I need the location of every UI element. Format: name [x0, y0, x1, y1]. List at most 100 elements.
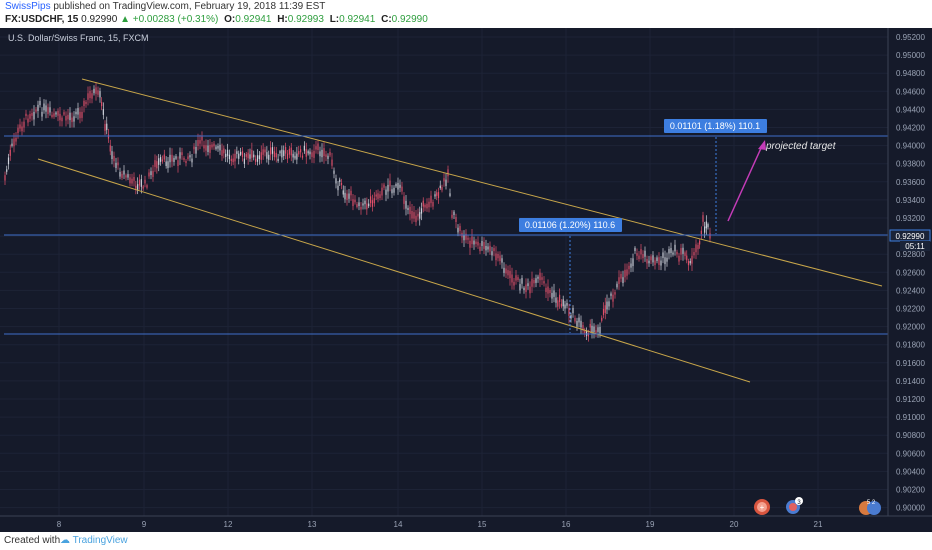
candle-body — [171, 154, 173, 162]
candle-body — [138, 179, 141, 186]
candle-body — [264, 149, 266, 153]
candle-body — [169, 154, 171, 163]
candle-body — [268, 154, 270, 160]
candle-body — [582, 325, 584, 331]
candle-body — [79, 111, 81, 119]
candle-body — [602, 308, 605, 315]
candle-body — [73, 116, 75, 122]
candle-body — [270, 147, 272, 155]
candle-body — [81, 111, 83, 118]
candle-body — [638, 255, 640, 260]
candle-body — [279, 151, 281, 154]
candle-body — [109, 145, 111, 152]
candle-body — [366, 203, 368, 210]
event-badge-2[interactable]: 3 — [786, 497, 803, 514]
candle-body — [584, 330, 586, 334]
channel-lower-line[interactable] — [37, 158, 751, 383]
candle-body — [422, 200, 424, 207]
channel-upper-line[interactable] — [81, 78, 883, 287]
candle-body — [559, 294, 561, 302]
candle-body — [436, 192, 438, 196]
high-value: 0.92993 — [287, 14, 324, 25]
candle-body — [533, 280, 535, 284]
candle-body — [539, 272, 541, 281]
time-axis[interactable] — [0, 516, 888, 532]
measure-label-2[interactable]: 0.01101 (1.18%) 110.1 — [664, 119, 767, 133]
candle-body — [335, 178, 337, 184]
candle-body — [610, 293, 612, 296]
candle-body — [313, 150, 315, 158]
candle-body — [93, 88, 95, 94]
candle-body — [666, 257, 668, 262]
candle-body — [294, 155, 296, 159]
publish-text: published on TradingView.com, February 1… — [50, 1, 326, 12]
chart-pane[interactable]: U.S. Dollar/Swiss Franc, 15, FXCM 0.0110… — [0, 28, 932, 532]
candle-body — [360, 206, 362, 210]
author-link[interactable]: SwissPips — [5, 1, 51, 12]
annotation-projected-target[interactable]: projected target — [765, 141, 837, 152]
price-tick-label: 0.90400 — [896, 467, 925, 476]
candle-body — [260, 152, 262, 160]
candle-body — [589, 323, 591, 328]
candle-body — [595, 330, 597, 334]
event-badge-1[interactable]: + — [754, 499, 770, 515]
event-badge-3[interactable]: 5 2 — [859, 500, 881, 515]
price-axis[interactable] — [888, 28, 932, 516]
candle-body — [211, 144, 213, 148]
chart-canvas[interactable]: 0.01106 (1.20%) 110.6 0.01101 (1.18%) 11… — [0, 28, 932, 532]
candle-body — [457, 227, 459, 233]
candle-body — [377, 193, 379, 199]
price-tick-label: 0.92200 — [896, 305, 925, 314]
candle-body — [541, 277, 543, 280]
candle-body — [636, 253, 638, 256]
candle-body — [307, 151, 309, 154]
price-tick-label: 0.94200 — [896, 124, 925, 133]
price-tick-label: 0.90200 — [896, 486, 925, 495]
candle-body — [51, 114, 53, 118]
candle-body — [285, 147, 287, 154]
candle-body — [67, 114, 69, 120]
candle-body — [471, 236, 473, 245]
price-tick-label: 0.92600 — [896, 268, 925, 277]
price-tick-label: 0.94600 — [896, 87, 925, 96]
candle-body — [193, 146, 195, 150]
candle-body — [580, 320, 582, 328]
candle-body — [491, 251, 493, 256]
candle-body — [301, 155, 304, 158]
candle-body — [87, 93, 89, 100]
candle-body — [209, 144, 211, 153]
candle-body — [57, 110, 59, 116]
candle-body — [230, 158, 232, 161]
measure-label-1[interactable]: 0.01106 (1.20%) 110.6 — [519, 218, 622, 232]
cloud-icon: ☁ — [60, 535, 73, 546]
candle-body — [560, 303, 562, 307]
candle-body — [599, 326, 601, 334]
candle-body — [375, 194, 377, 197]
price-tick-label: 0.93800 — [896, 160, 925, 169]
candle-body — [121, 173, 123, 178]
candle-body — [601, 317, 603, 321]
candle-body — [568, 308, 570, 316]
candle-body — [6, 169, 8, 172]
footer: Created with ☁ TradingView — [0, 532, 932, 550]
candle-body — [217, 145, 219, 149]
price-tick-label: 0.93200 — [896, 214, 925, 223]
candle-body — [41, 111, 43, 117]
candle-body — [604, 305, 606, 313]
projection-arrow[interactable] — [727, 145, 763, 222]
candle-body — [513, 281, 515, 286]
candle-body — [387, 184, 389, 192]
candle-body — [331, 159, 333, 166]
candle-body — [275, 152, 277, 158]
candle-body — [247, 152, 249, 159]
candle-body — [684, 252, 686, 257]
candle-body — [381, 187, 383, 196]
tradingview-logo[interactable]: ☁ TradingView — [60, 535, 128, 546]
candle-body — [89, 91, 91, 99]
candle-body — [63, 112, 65, 115]
candle-body — [69, 112, 71, 121]
candle-body — [702, 215, 704, 222]
candle-body — [296, 153, 298, 160]
candle-body — [557, 300, 559, 307]
candle-body — [368, 203, 370, 207]
